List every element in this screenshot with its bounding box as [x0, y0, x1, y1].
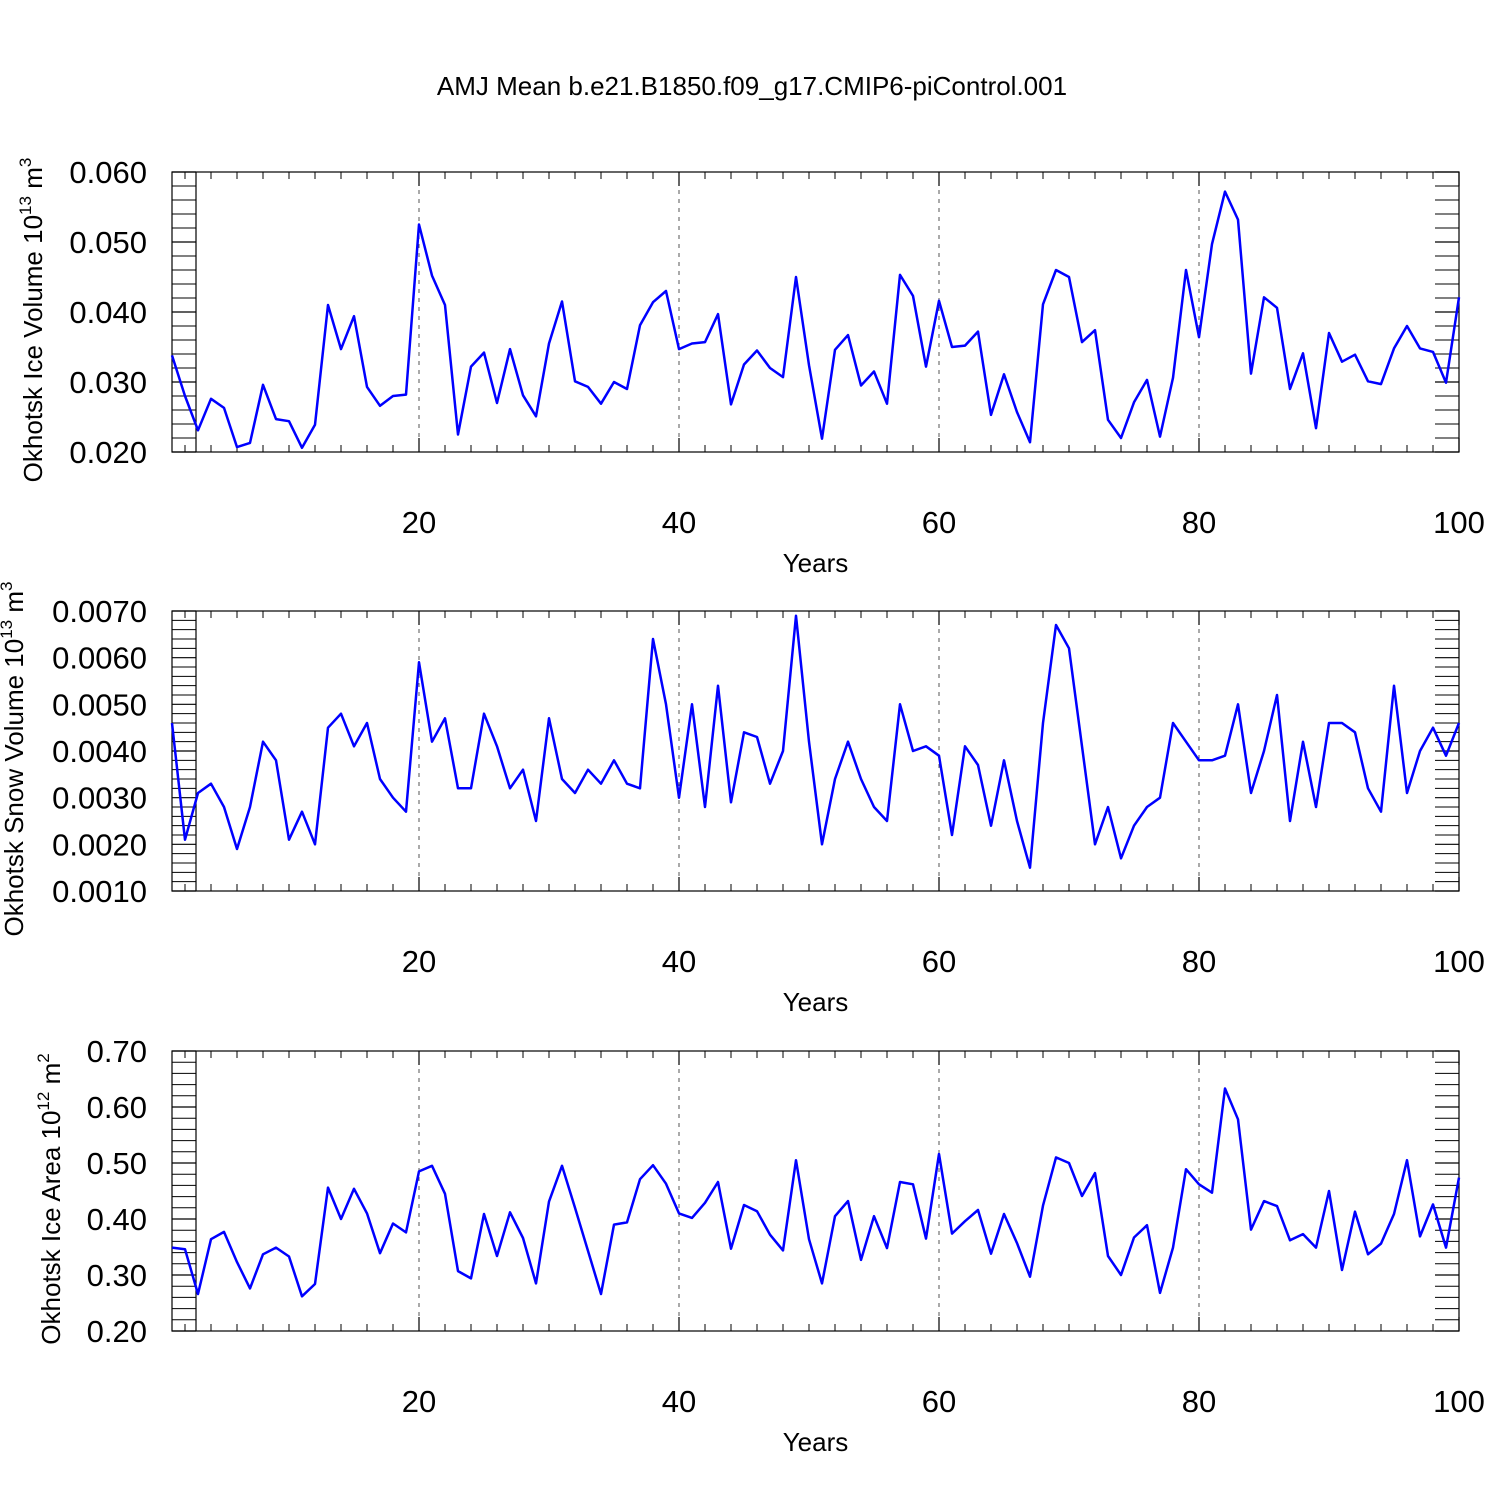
- y-tick-label: 0.0030: [52, 781, 147, 816]
- y-tick-label: 0.30: [87, 1258, 147, 1293]
- y-axis-label-text: Okhotsk Ice Volume 10: [18, 215, 48, 482]
- y-axis-label-text: Okhotsk Ice Area 10: [36, 1111, 66, 1345]
- y-axis-label-text: Okhotsk Snow Volume 10: [0, 639, 29, 937]
- x-tick-label: 80: [1182, 1384, 1216, 1419]
- y-tick-label: 0.040: [69, 295, 147, 330]
- x-tick-label: 40: [662, 944, 696, 979]
- y-tick-label: 0.0070: [52, 594, 147, 629]
- x-tick-label: 60: [922, 505, 956, 540]
- plot-frame: [171, 171, 1460, 453]
- x-tick-label: 20: [402, 505, 436, 540]
- y-axis-label-unit: m: [18, 167, 48, 196]
- plot-frame: [171, 1050, 1460, 1332]
- y-tick-label: 0.0060: [52, 641, 147, 676]
- x-tick-label: 20: [402, 944, 436, 979]
- x-axis-label: Years: [783, 548, 849, 578]
- x-tick-label: 40: [662, 505, 696, 540]
- y-axis-label-exponent: 12: [34, 1092, 53, 1111]
- y-tick-label: 0.0010: [52, 874, 147, 909]
- panels-group: 20 40 60 80 100 0.020 0.030 0.040 0.050 0.060 Year…: [0, 155, 1485, 1457]
- panel-3: 20 40 60 80 100 0.20 0.30 0.40 0.50 0.60 0.70 Years…: [34, 1034, 1485, 1457]
- x-axis-label: Years: [783, 1427, 849, 1457]
- y-tick-label: 0.060: [69, 155, 147, 190]
- y-tick-label: 0.20: [87, 1314, 147, 1349]
- y-axis-label-unit: m: [0, 591, 29, 620]
- y-tick-label: 0.50: [87, 1146, 147, 1181]
- x-tick-label: 40: [662, 1384, 696, 1419]
- x-tick-label: 100: [1433, 505, 1485, 540]
- y-tick-label: 0.60: [87, 1090, 147, 1125]
- x-tick-label: 80: [1182, 944, 1216, 979]
- y-axis-label-exponent: 13: [0, 620, 16, 639]
- panel-2: 20 40 60 80 100 0.0010 0.0020 0.0030 0.0040 0.005…: [0, 582, 1485, 1018]
- y-tick-label: 0.70: [87, 1034, 147, 1069]
- y-axis-label-exponent: 13: [16, 196, 35, 215]
- series-line: [170, 614, 1461, 869]
- series-line: [171, 1087, 1461, 1298]
- y-axis-label-unit: m: [36, 1063, 66, 1092]
- x-tick-label: 100: [1433, 944, 1485, 979]
- y-axis-label-unit-exponent: 3: [0, 582, 16, 591]
- y-tick-label: 0.030: [69, 365, 147, 400]
- y-tick-label: 0.0020: [52, 827, 147, 862]
- y-tick-label: 0.050: [69, 225, 147, 260]
- x-tick-label: 60: [922, 1384, 956, 1419]
- y-tick-label: 0.020: [69, 435, 147, 470]
- plot-frame: [171, 610, 1460, 892]
- x-tick-label: 80: [1182, 505, 1216, 540]
- x-axis-label: Years: [783, 987, 849, 1017]
- y-axis-label: Okhotsk Snow Volume 1013 m3: [0, 582, 29, 937]
- figure-title: AMJ Mean b.e21.B1850.f09_g17.CMIP6-piCon…: [437, 71, 1067, 101]
- y-axis-label: Okhotsk Ice Volume 1013 m3: [16, 158, 48, 483]
- series-line: [170, 190, 1461, 450]
- x-tick-label: 100: [1433, 1384, 1485, 1419]
- x-tick-label: 20: [402, 1384, 436, 1419]
- panel-1: 20 40 60 80 100 0.020 0.030 0.040 0.050 0.060 Year…: [16, 155, 1485, 578]
- y-tick-label: 0.0050: [52, 687, 147, 722]
- y-axis-label-unit-exponent: 3: [16, 158, 35, 167]
- y-axis-label-unit-exponent: 2: [34, 1053, 53, 1062]
- x-tick-label: 60: [922, 944, 956, 979]
- y-axis-label: Okhotsk Ice Area 1012 m2: [34, 1053, 66, 1344]
- y-tick-label: 0.40: [87, 1202, 147, 1237]
- y-tick-label: 0.0040: [52, 734, 147, 769]
